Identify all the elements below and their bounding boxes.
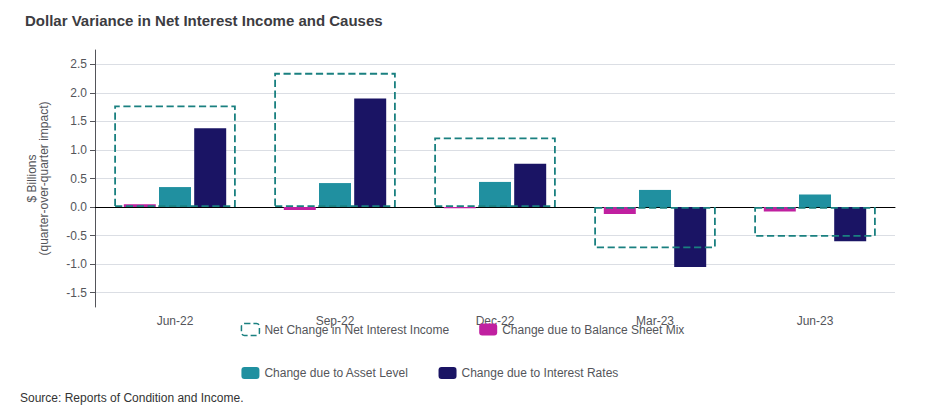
svg-text:Jun-22: Jun-22 (157, 314, 194, 328)
svg-text:Change due to Interest Rates: Change due to Interest Rates (462, 366, 619, 380)
svg-text:Jun-23: Jun-23 (797, 314, 834, 328)
svg-text:Sep-22: Sep-22 (315, 314, 355, 328)
svg-text:$ Billions: $ Billions (25, 154, 39, 203)
svg-text:1.5: 1.5 (70, 114, 87, 128)
svg-text:2.0: 2.0 (70, 86, 87, 100)
svg-text:1.0: 1.0 (70, 143, 87, 157)
svg-text:-0.5: -0.5 (66, 229, 87, 243)
svg-text:Mar-23: Mar-23 (636, 314, 674, 328)
svg-text:Dollar Variance in Net Interes: Dollar Variance in Net Interest Income a… (25, 12, 383, 29)
svg-text:Dec-22: Dec-22 (475, 314, 515, 328)
svg-text:-1.5: -1.5 (66, 286, 87, 300)
svg-text:2.5: 2.5 (70, 57, 87, 71)
svg-text:Net Change in Net Interest Inc: Net Change in Net Interest Income (264, 323, 449, 337)
svg-text:0.5: 0.5 (70, 172, 87, 186)
svg-text:Source: Reports of Condition a: Source: Reports of Condition and Income. (20, 391, 243, 405)
svg-text:-1.0: -1.0 (66, 257, 87, 271)
svg-text:Change due to Asset Level: Change due to Asset Level (264, 366, 407, 380)
svg-text:0.0: 0.0 (70, 200, 87, 214)
svg-text:(quarter-over-quarter impact): (quarter-over-quarter impact) (37, 101, 51, 255)
svg-text:Change due to Balance Sheet Mi: Change due to Balance Sheet Mix (502, 323, 684, 337)
